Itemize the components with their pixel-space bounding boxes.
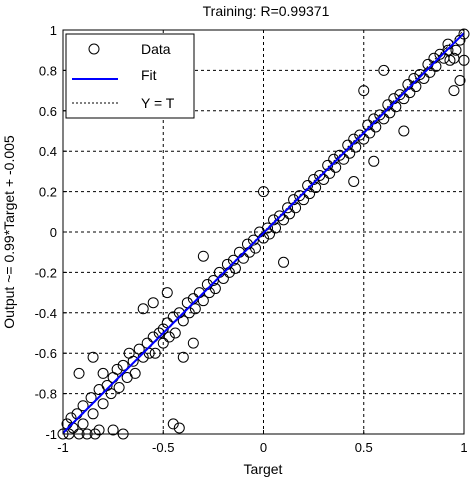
data-point <box>113 382 125 394</box>
data-point <box>270 222 282 234</box>
data-point <box>278 256 290 268</box>
data-point <box>378 64 390 76</box>
data-point <box>127 355 139 367</box>
data-point <box>454 34 466 46</box>
y-tick-label: -0.8 <box>35 387 57 402</box>
y-tick-label: 0.8 <box>39 63 57 78</box>
legend-data-label: Data <box>141 41 171 57</box>
y-tick-label: 0.4 <box>39 144 57 159</box>
data-point <box>264 228 276 240</box>
data-point <box>167 418 179 430</box>
data-point <box>229 262 241 274</box>
data-point <box>450 44 462 56</box>
data-point <box>177 351 189 363</box>
data-point <box>105 388 117 400</box>
data-point <box>290 202 302 214</box>
data-point <box>304 188 316 200</box>
data-point <box>398 125 410 137</box>
data-point <box>249 242 261 254</box>
x-tick-label: -1 <box>57 440 69 455</box>
y-tick-label: -1 <box>45 427 57 442</box>
data-point <box>454 75 466 86</box>
data-point <box>278 214 290 226</box>
y-axis-ticks: -1 -0.8 -0.6 -0.4 -0.2 0 0.2 0.4 0.6 0.8 1 <box>35 23 67 442</box>
x-axis-label: Target <box>244 461 283 477</box>
data-point <box>284 208 296 220</box>
data-point <box>209 283 221 295</box>
fit-line-path <box>62 32 465 434</box>
data-point <box>197 250 209 262</box>
data-point <box>97 398 109 410</box>
data-point <box>107 424 119 436</box>
data-point <box>368 155 380 167</box>
data-point <box>157 337 169 349</box>
data-point <box>77 418 89 430</box>
data-point <box>87 351 99 363</box>
x-axis-ticks: -1 -0.5 0 0.5 1 <box>57 430 468 455</box>
y-tick-label: 0.6 <box>39 104 57 119</box>
data-point <box>161 287 173 299</box>
x-tick-label: 0.5 <box>355 440 373 455</box>
legend-data-marker <box>88 43 100 55</box>
data-point <box>73 367 85 379</box>
data-point <box>129 367 141 379</box>
x-tick-label: 0 <box>260 440 267 455</box>
legend-box <box>65 33 195 119</box>
chart-title: Training: R=0.99371 <box>203 3 330 19</box>
data-point <box>448 85 460 97</box>
data-point <box>85 392 97 404</box>
data-point <box>282 202 294 214</box>
data-point <box>77 400 89 412</box>
legend-fit-label: Fit <box>141 67 157 83</box>
data-point <box>163 331 175 343</box>
data-point <box>177 315 189 327</box>
data-point <box>149 347 161 359</box>
data-point <box>348 176 360 187</box>
data-point <box>111 363 123 375</box>
data-point <box>97 367 109 379</box>
data-point <box>197 295 209 307</box>
data-point <box>310 182 322 194</box>
x-tick-label: 1 <box>460 440 467 455</box>
y-axis-label: Output ~= 0.99*Target + -0.005 <box>1 135 17 329</box>
data-point <box>258 186 269 198</box>
data-point <box>262 222 274 234</box>
data-point <box>358 85 370 97</box>
y-tick-label: 0 <box>50 225 57 240</box>
fit-line <box>62 32 465 434</box>
data-point <box>147 297 159 309</box>
x-tick-label: -0.5 <box>152 440 174 455</box>
y-tick-label: 0.2 <box>39 185 57 200</box>
y-tick-label: -0.6 <box>35 346 57 361</box>
data-point <box>298 194 310 206</box>
data-point <box>117 359 129 371</box>
y-tick-label: 1 <box>50 23 57 38</box>
y-tick-label: -0.2 <box>35 265 57 280</box>
data-point <box>189 303 201 315</box>
data-point <box>169 327 181 339</box>
data-point <box>442 44 454 56</box>
data-point <box>87 408 99 420</box>
data-point <box>187 337 199 349</box>
y-tick-label: -0.4 <box>35 306 57 321</box>
legend-identity-label: Y = T <box>141 95 175 111</box>
data-point <box>173 422 185 434</box>
data-point <box>137 303 149 315</box>
data-point <box>302 180 314 192</box>
legend: Data Fit Y = T <box>65 33 195 119</box>
data-point <box>93 424 105 436</box>
data-point <box>318 173 330 185</box>
